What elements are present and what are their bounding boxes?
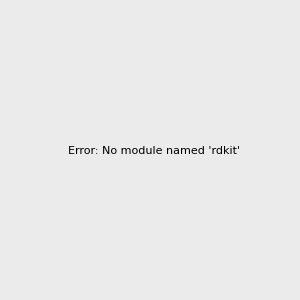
Text: Error: No module named 'rdkit': Error: No module named 'rdkit' [68, 146, 240, 157]
